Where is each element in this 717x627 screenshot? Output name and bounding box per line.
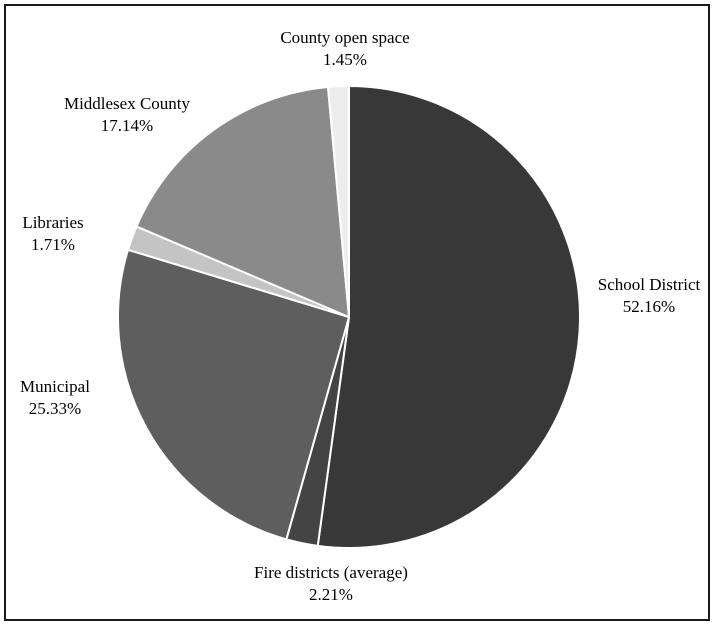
slice-label-fire-districts-average: Fire districts (average)	[254, 563, 408, 582]
pie-labels: School District 52.16% Fire districts (ave…	[20, 28, 700, 604]
slice-label-municipal: Municipal	[20, 377, 90, 396]
slice-value-school-district: 52.16%	[623, 297, 675, 316]
pie-slice-municipal	[117, 248, 350, 541]
slice-value-fire-districts-average: 2.21%	[309, 585, 353, 604]
slice-label-school-district: School District	[598, 275, 701, 294]
slice-value-municipal: 25.33%	[29, 399, 81, 418]
pie-slice-school-district	[316, 85, 581, 549]
slice-label-libraries: Libraries	[22, 213, 83, 232]
pie-slice-county-open-space	[326, 85, 350, 318]
slice-value-libraries: 1.71%	[31, 235, 75, 254]
slice-value-county-open-space: 1.45%	[323, 50, 367, 69]
pie-slice-middlesex-county	[135, 85, 350, 318]
slice-label-county-open-space: County open space	[280, 28, 409, 47]
pie-slices	[117, 85, 581, 549]
slice-label-middlesex-county: Middlesex County	[64, 94, 191, 113]
slice-value-middlesex-county: 17.14%	[101, 116, 153, 135]
